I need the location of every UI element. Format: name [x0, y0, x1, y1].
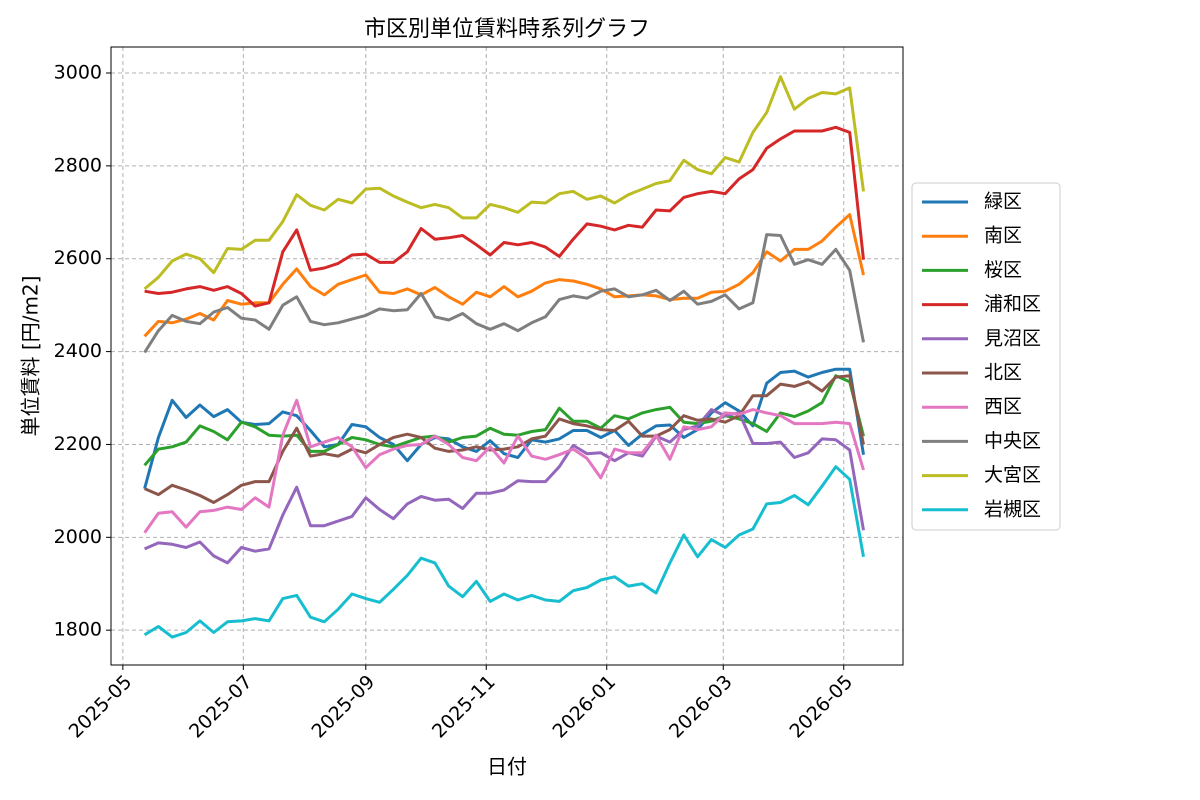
legend-label: 岩槻区 [984, 498, 1041, 520]
y-tick-label: 2400 [54, 340, 102, 362]
legend-label: 北区 [984, 362, 1022, 384]
chart-title: 市区別単位賃料時系列グラフ [364, 17, 650, 42]
series-line [144, 125, 865, 308]
x-axis-label: 日付 [487, 755, 527, 779]
legend-label: 見沼区 [984, 327, 1041, 349]
x-tick-label: 2025-11 [428, 671, 500, 743]
series-line [143, 398, 865, 534]
y-tick-label: 1800 [54, 619, 102, 641]
y-tick-label: 2600 [54, 247, 102, 269]
legend-label: 中央区 [984, 430, 1041, 452]
y-tick-label: 2200 [54, 433, 102, 455]
legend-label: 西区 [984, 396, 1022, 418]
series-line [143, 367, 865, 489]
series-line [143, 213, 865, 338]
series-line [143, 233, 865, 354]
x-tick-label: 2026-03 [665, 671, 737, 743]
x-tick-label: 2025-07 [185, 671, 257, 743]
series-line [144, 408, 865, 565]
legend-label: 浦和区 [984, 293, 1041, 315]
series-line [143, 465, 865, 639]
series-line [144, 374, 865, 504]
x-tick-label: 2025-05 [65, 671, 137, 743]
legend-label: 南区 [984, 225, 1022, 247]
legend-label: 大宮区 [984, 464, 1041, 486]
y-tick-label: 3000 [54, 62, 102, 84]
series-line [143, 75, 865, 291]
y-tick-label: 2000 [54, 526, 102, 548]
x-tick-label: 2026-05 [785, 671, 857, 743]
plot-frame [110, 46, 904, 666]
y-tick-label: 2800 [54, 154, 102, 176]
y-axis-label: 単位賃料 [円/m2] [19, 276, 43, 437]
legend-label: 緑区 [984, 191, 1022, 213]
x-tick-label: 2025-09 [308, 671, 380, 743]
x-tick-label: 2026-01 [548, 671, 620, 743]
legend-label: 桜区 [984, 259, 1022, 281]
